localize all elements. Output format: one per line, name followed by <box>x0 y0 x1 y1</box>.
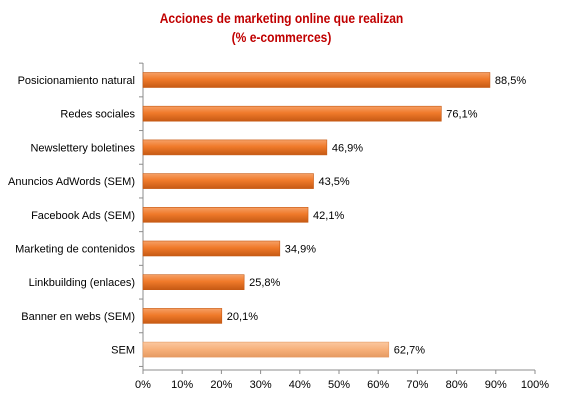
bar <box>142 207 309 223</box>
data-label: 20,1% <box>227 311 258 323</box>
bar <box>142 139 328 156</box>
x-tick-label: 80% <box>446 379 468 391</box>
data-label: 88,5% <box>495 75 526 87</box>
data-label: 34,9% <box>285 244 316 256</box>
bar <box>142 72 491 88</box>
data-label: 43,5% <box>319 176 350 188</box>
category-label: SEM <box>111 345 135 357</box>
x-tick-label: 90% <box>485 379 507 391</box>
category-label: Redes sociales <box>60 109 135 121</box>
x-tick-label: 10% <box>171 379 193 391</box>
x-tick-label: 100% <box>521 379 549 391</box>
x-tick-label: 60% <box>367 379 389 391</box>
x-tick-label: 50% <box>328 379 350 391</box>
x-tick-label: 40% <box>289 379 311 391</box>
bar <box>142 308 223 324</box>
data-label: 46,9% <box>332 142 363 154</box>
chart-subtitle: (% e-commerces) <box>231 29 332 45</box>
data-label: 76,1% <box>446 109 477 121</box>
bar <box>142 240 281 257</box>
category-label: Banner en webs (SEM) <box>21 311 135 323</box>
category-label: Posicionamiento natural <box>18 75 135 87</box>
x-tick-label: 70% <box>406 379 428 391</box>
data-label: 62,7% <box>394 345 425 357</box>
category-label: Marketing de contenidos <box>15 244 135 256</box>
category-label: Facebook Ads (SEM) <box>31 210 135 222</box>
x-tick-label: 20% <box>210 379 232 391</box>
category-label: Linkbuilding (enlaces) <box>29 277 135 289</box>
data-label: 25,8% <box>249 277 280 289</box>
chart-title: Acciones de marketing online que realiza… <box>159 10 404 26</box>
data-label: 42,1% <box>313 210 344 222</box>
x-tick-label: 30% <box>250 379 272 391</box>
category-label: Anuncios AdWords (SEM) <box>8 176 135 188</box>
bar <box>142 274 245 291</box>
bar <box>142 173 314 189</box>
category-label: Newslettery boletines <box>30 142 135 154</box>
bar <box>142 105 442 122</box>
x-tick-label: 0% <box>135 379 151 391</box>
bar <box>142 341 390 358</box>
